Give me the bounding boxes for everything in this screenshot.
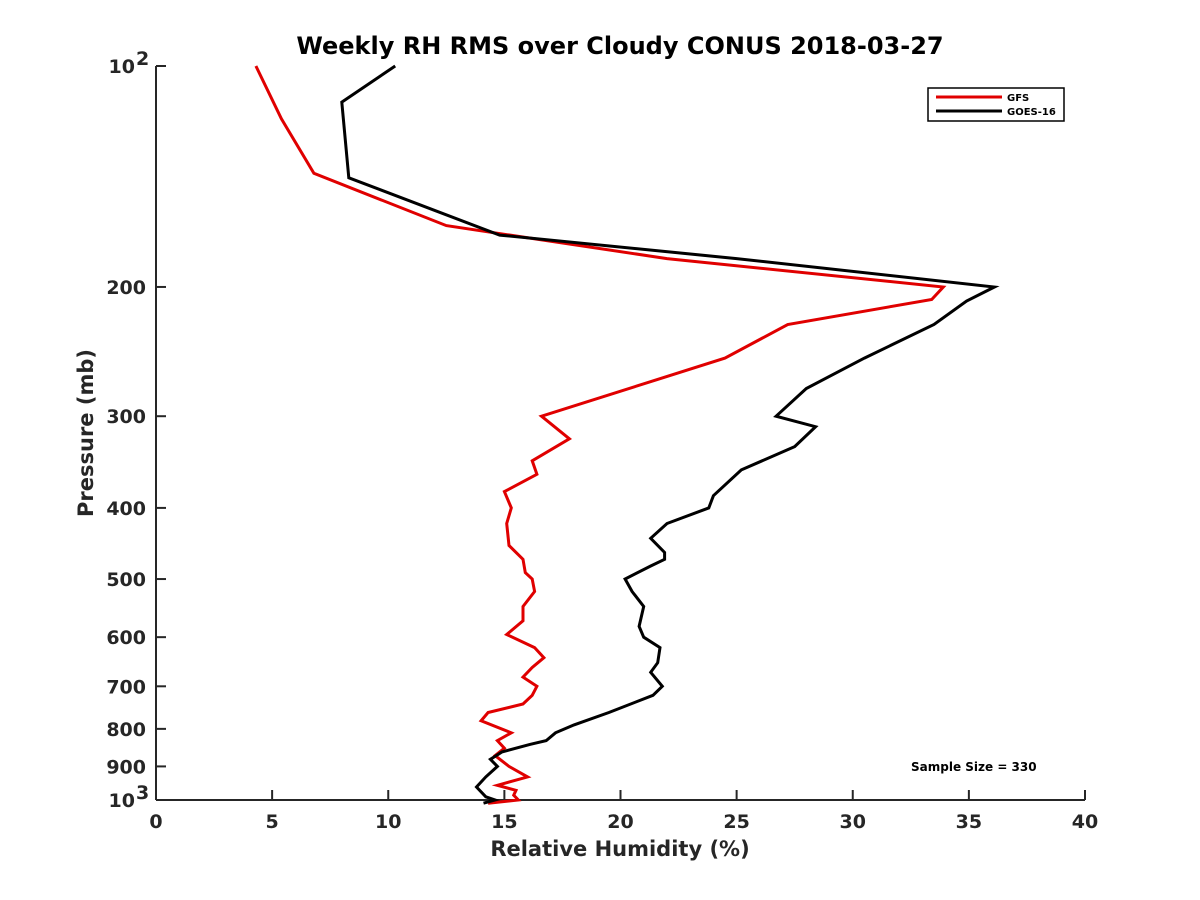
y-tick-label: 500 (106, 569, 146, 591)
y-tick-label: 300 (106, 406, 146, 428)
x-tick-label: 35 (956, 811, 982, 833)
x-axis-title: Relative Humidity (%) (490, 837, 749, 861)
legend-label-gfs: GFS (1007, 93, 1029, 104)
y-tick-label: 200 (106, 277, 146, 299)
y-tick-label: 800 (106, 719, 146, 741)
y-axis-title: Pressure (mb) (74, 349, 98, 517)
x-tick-label: 10 (375, 811, 401, 833)
y-tick-exponent: 2 (136, 48, 149, 70)
x-axis-ticks: 0 5 10 15 20 25 30 35 40 (149, 790, 1098, 833)
y-tick-exponent: 3 (136, 782, 149, 804)
legend: GFS GOES-16 (927, 87, 1065, 122)
x-tick-label: 40 (1072, 811, 1098, 833)
sample-size-annotation: Sample Size = 330 (911, 760, 1037, 774)
y-tick-label: 10 (109, 790, 135, 812)
legend-label-goes16: GOES-16 (1007, 107, 1056, 118)
y-tick-label: 400 (106, 498, 146, 520)
x-tick-label: 0 (149, 811, 162, 833)
series-line-goes16 (340, 64, 1000, 805)
x-tick-label: 25 (723, 811, 749, 833)
x-tick-label: 5 (266, 811, 279, 833)
series-lines (254, 64, 1000, 805)
x-tick-label: 30 (840, 811, 866, 833)
y-tick-label: 10 (109, 56, 135, 78)
y-tick-label: 900 (106, 756, 146, 778)
y-tick-label: 700 (106, 676, 146, 698)
x-tick-label: 20 (607, 811, 633, 833)
y-tick-label: 600 (106, 627, 146, 649)
x-tick-label: 15 (491, 811, 517, 833)
legend-box (927, 87, 1065, 122)
chart-title: Weekly RH RMS over Cloudy CONUS 2018-03-… (296, 32, 943, 60)
